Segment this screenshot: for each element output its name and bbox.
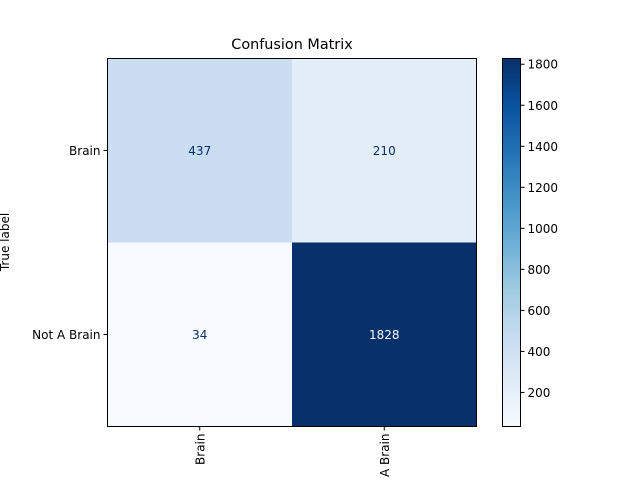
colorbar-tick-label: 600	[528, 304, 551, 318]
colorbar-tick-label: 1200	[528, 181, 559, 195]
colorbar-tick-label: 800	[528, 263, 551, 277]
chart-title: Confusion Matrix	[231, 37, 353, 53]
plot-frame	[107, 58, 477, 427]
colorbar-tick-label: 1600	[528, 99, 559, 113]
colorbar	[502, 58, 520, 426]
colorbar-tick-label: 1800	[528, 58, 559, 72]
matrix-cell	[292, 58, 477, 243]
cell-value-label: 210	[373, 144, 396, 158]
cell-value-label: 437	[188, 144, 211, 158]
x-tick-label: Not A Brain	[378, 434, 392, 480]
matrix-cell	[107, 242, 293, 427]
colorbar-tick-label: 400	[528, 345, 551, 359]
y-tick-label: Not A Brain	[32, 328, 100, 342]
colorbar-tick-label: 1000	[528, 222, 559, 236]
y-tick-label: Brain	[69, 144, 100, 158]
cell-value-label: 34	[192, 328, 207, 342]
colorbar-tick-label: 200	[528, 386, 551, 400]
x-tick-label: Brain	[193, 434, 207, 465]
colorbar-frame	[502, 58, 521, 427]
cell-value-label: 1828	[369, 328, 400, 342]
colorbar-tick-label: 1400	[528, 140, 559, 154]
y-axis-label: True label	[0, 213, 12, 272]
matrix-cell	[292, 242, 477, 427]
matrix-cell	[107, 58, 293, 243]
